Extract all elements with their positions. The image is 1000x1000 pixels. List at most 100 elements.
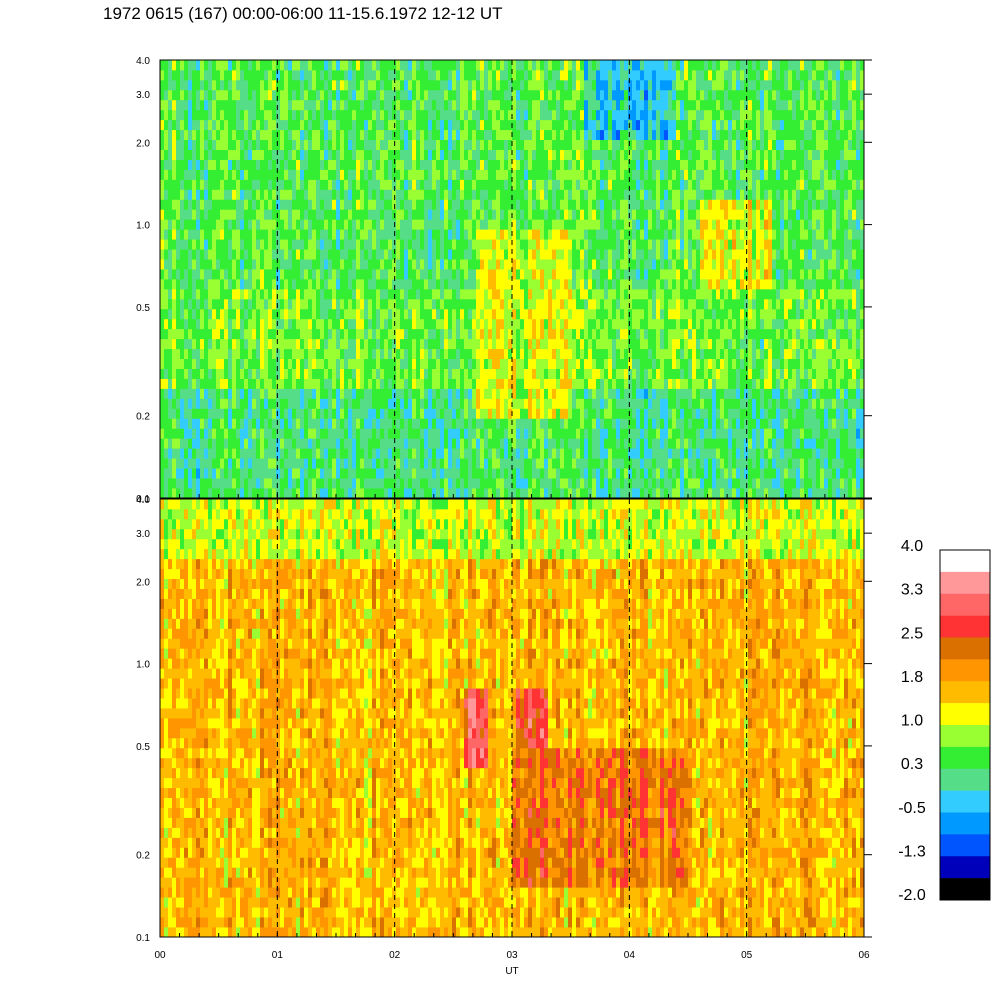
spectrogram-cell — [400, 189, 405, 200]
spectrogram-cell — [240, 149, 245, 160]
spectrogram-cell — [480, 288, 485, 300]
spectrogram-cell — [608, 69, 613, 81]
spectrogram-cell — [288, 448, 293, 459]
spectrogram-cell — [492, 368, 497, 379]
spectrogram-cell — [260, 318, 265, 330]
spectrogram-cell — [552, 448, 557, 459]
spectrogram-cell — [340, 308, 345, 320]
spectrogram-cell — [440, 348, 445, 360]
spectrogram-cell — [192, 279, 197, 290]
spectrogram-cell — [504, 279, 509, 290]
spectrogram-cell — [600, 448, 605, 459]
spectrogram-cell — [172, 209, 177, 220]
spectrogram-cell — [400, 338, 405, 350]
spectrogram-cell — [360, 448, 365, 459]
spectrogram-cell — [384, 189, 389, 200]
spectrogram-cell — [564, 209, 569, 220]
spectrogram-cell — [264, 488, 269, 498]
spectrogram-cell — [468, 318, 473, 330]
spectrogram-cell — [184, 259, 189, 270]
spectrogram-cell — [448, 69, 453, 81]
spectrogram-cell — [552, 398, 557, 409]
spectrogram-cell — [348, 308, 353, 320]
spectrogram-cell — [560, 109, 565, 121]
spectrogram-cell — [372, 109, 377, 121]
spectrogram-cell — [436, 328, 441, 340]
spectrogram-cell — [240, 398, 245, 409]
spectrogram-cell — [492, 219, 497, 230]
spectrogram-cell — [600, 458, 605, 469]
spectrogram-cell — [432, 428, 437, 439]
spectrogram-cell — [508, 488, 513, 498]
spectrogram-cell — [516, 239, 521, 250]
spectrogram-cell — [416, 279, 421, 290]
spectrogram-cell — [304, 288, 309, 300]
spectrogram-cell — [548, 488, 553, 498]
spectrogram-cell — [320, 468, 325, 479]
spectrogram-cell — [580, 179, 585, 190]
spectrogram-cell — [260, 279, 265, 290]
spectrogram-cell — [436, 428, 441, 439]
spectrogram-cell — [596, 169, 601, 180]
spectrogram-cell — [364, 189, 369, 200]
spectrogram-cell — [436, 468, 441, 479]
spectrogram-cell — [496, 159, 501, 170]
spectrogram-cell — [176, 288, 181, 300]
spectrogram-cell — [452, 279, 457, 290]
spectrogram-cell — [344, 318, 349, 330]
spectrogram-cell — [404, 139, 409, 150]
spectrogram-cell — [612, 259, 617, 270]
spectrogram-cell — [384, 328, 389, 340]
spectrogram-cell — [396, 199, 401, 210]
spectrogram-cell — [396, 249, 401, 260]
spectrogram-cell — [604, 209, 609, 220]
spectrogram-cell — [548, 458, 553, 469]
spectrogram-cell — [224, 358, 229, 369]
spectrogram-cell — [532, 378, 537, 389]
spectrogram-cell — [540, 288, 545, 300]
spectrogram-cell — [228, 468, 233, 479]
spectrogram-cell — [276, 149, 281, 160]
spectrogram-cell — [348, 189, 353, 200]
spectrogram-cell — [284, 249, 289, 260]
spectrogram-cell — [372, 60, 377, 71]
spectrogram-cell — [580, 348, 585, 360]
spectrogram-cell — [172, 478, 177, 489]
spectrogram-cell — [172, 179, 177, 190]
spectrogram-cell — [448, 279, 453, 290]
spectrogram-cell — [312, 259, 317, 270]
spectrogram-cell — [496, 488, 501, 498]
spectrogram-cell — [388, 488, 393, 498]
spectrogram-cell — [452, 239, 457, 250]
spectrogram-cell — [372, 388, 377, 399]
spectrogram-cell — [476, 378, 481, 389]
spectrogram-cell — [176, 129, 181, 141]
spectrogram-cell — [476, 279, 481, 290]
spectrogram-cell — [304, 418, 309, 429]
spectrogram-cell — [468, 249, 473, 260]
spectrogram-cell — [560, 239, 565, 250]
spectrogram-cell — [480, 199, 485, 210]
spectrogram-cell — [168, 488, 173, 498]
spectrogram-cell — [408, 468, 413, 479]
spectrogram-cell — [360, 139, 365, 150]
spectrogram-cell — [520, 428, 525, 439]
spectrogram-cell — [416, 338, 421, 350]
spectrogram-cell — [344, 358, 349, 369]
spectrogram-cell — [224, 398, 229, 409]
spectrogram-cell — [400, 398, 405, 409]
spectrogram-cell — [188, 109, 193, 121]
spectrogram-cell — [316, 169, 321, 180]
spectrogram-cell — [452, 368, 457, 379]
spectrogram-cell — [228, 408, 233, 419]
spectrogram-cell — [420, 269, 425, 280]
spectrogram-cell — [164, 189, 169, 200]
spectrogram-cell — [196, 348, 201, 360]
spectrogram-cell — [164, 259, 169, 270]
spectrogram-cell — [532, 458, 537, 469]
spectrogram-cell — [460, 189, 465, 200]
spectrogram-cell — [272, 149, 277, 160]
spectrogram-cell — [536, 328, 541, 340]
spectrogram-cell — [372, 308, 377, 320]
spectrogram-cell — [524, 388, 529, 399]
